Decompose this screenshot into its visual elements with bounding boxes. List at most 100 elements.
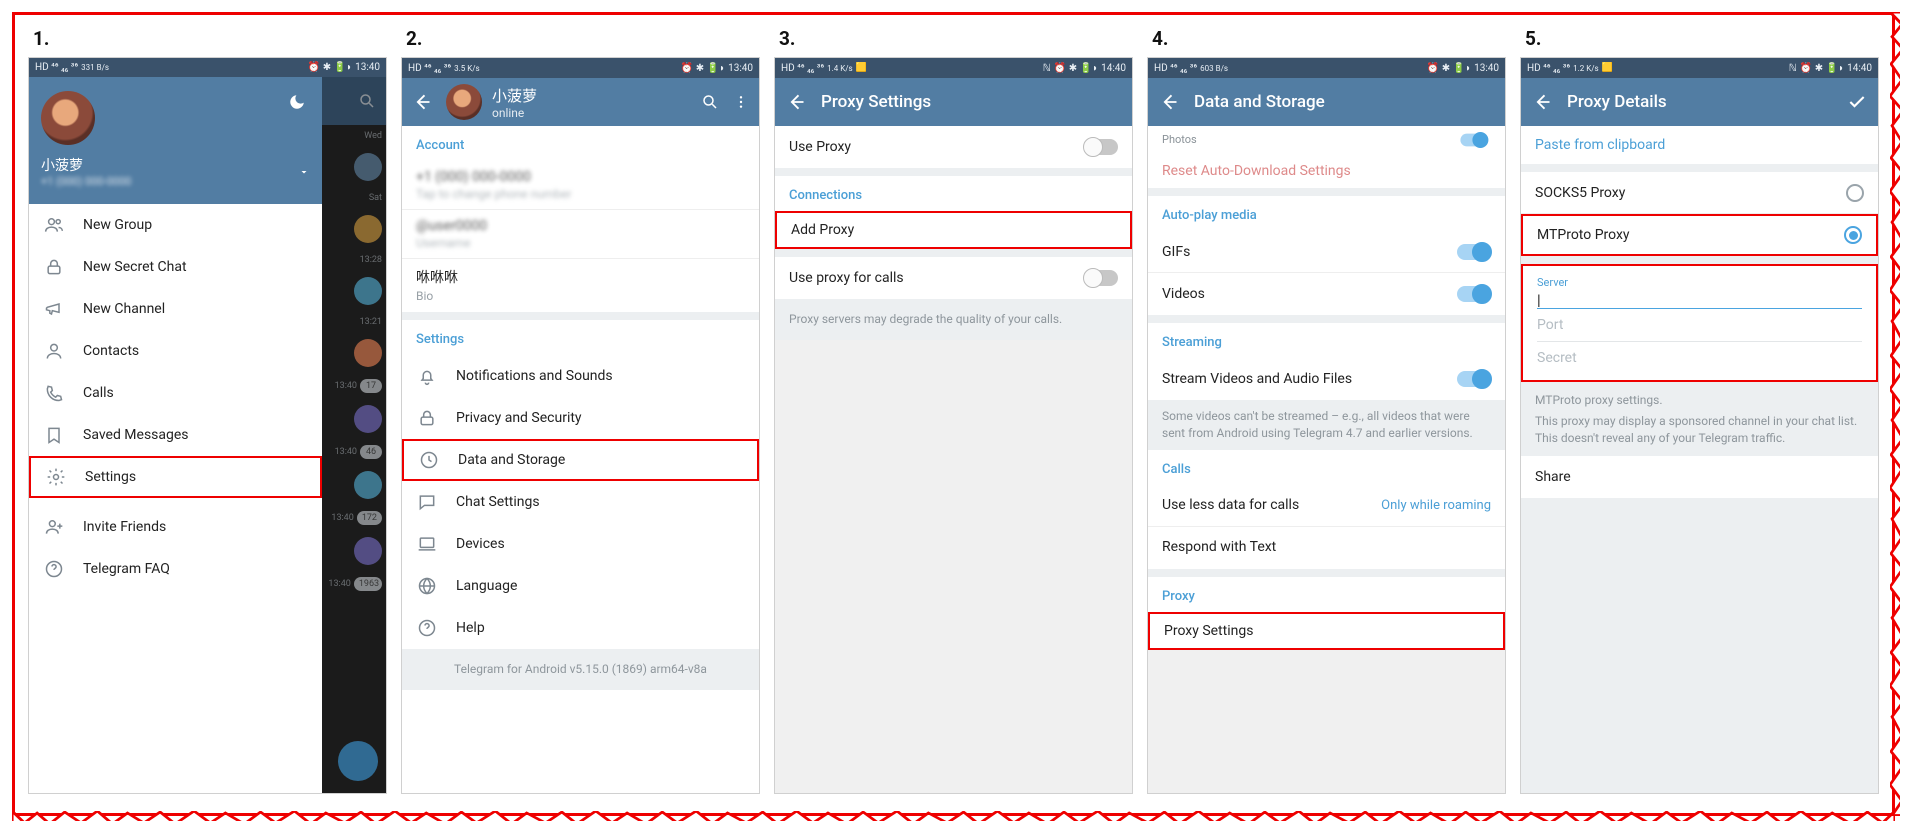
- videos-toggle[interactable]: Videos: [1148, 273, 1505, 315]
- profile-status: online: [492, 106, 537, 120]
- nav-drawer: 小菠萝 +1 (000) 000-0000 New Group New Secr…: [29, 77, 322, 792]
- status-bar: HD ⁴⁶ ₄₆ ³⁶331 B/s ⏰ ✱ 🔋◗13:40: [29, 58, 386, 77]
- toggle-label: GIFs: [1162, 244, 1439, 260]
- less-data-calls[interactable]: Use less data for calls Only while roami…: [1148, 485, 1505, 527]
- back-icon[interactable]: [785, 91, 807, 113]
- settings-privacy[interactable]: Privacy and Security: [402, 397, 759, 439]
- toggle-switch[interactable]: [1460, 133, 1487, 146]
- check-icon[interactable]: [1846, 91, 1868, 113]
- menu-contacts[interactable]: Contacts: [29, 330, 322, 372]
- menu-calls[interactable]: Calls: [29, 372, 322, 414]
- menu-new-group[interactable]: New Group: [29, 204, 322, 246]
- settings-appbar: 小菠萝 online: [402, 78, 759, 126]
- back-icon[interactable]: [1531, 91, 1553, 113]
- proxy-appbar: Proxy Settings: [775, 78, 1132, 126]
- server-input[interactable]: |: [1537, 291, 1862, 309]
- toggle-switch[interactable]: [1457, 371, 1491, 387]
- settings-chat[interactable]: Chat Settings: [402, 481, 759, 523]
- radio-button[interactable]: [1844, 226, 1862, 244]
- avatar[interactable]: [446, 84, 482, 120]
- menu-new-secret-chat[interactable]: New Secret Chat: [29, 246, 322, 288]
- section-streaming: Streaming: [1148, 323, 1505, 358]
- sb-time: 13:40: [1474, 63, 1499, 74]
- menu-label: New Secret Chat: [83, 259, 308, 275]
- gear-icon: [45, 466, 67, 488]
- sb-left-icons: HD ⁴⁶ ₄₆ ³⁶: [781, 63, 824, 74]
- share-label: Share: [1535, 469, 1864, 485]
- photos-label: Photos: [1162, 133, 1197, 146]
- phone-value: +1 (000) 000-0000: [416, 169, 531, 185]
- use-proxy-toggle[interactable]: Use Proxy: [775, 126, 1132, 168]
- port-input[interactable]: Port: [1537, 309, 1862, 342]
- toggle-switch[interactable]: [1084, 139, 1118, 155]
- menu-new-channel[interactable]: New Channel: [29, 288, 322, 330]
- drawer-layout: 小菠萝 +1 (000) 000-0000 New Group New Secr…: [29, 77, 386, 792]
- toggle-switch[interactable]: [1084, 270, 1118, 286]
- back-icon[interactable]: [1158, 91, 1180, 113]
- step-2-col: 2. HD ⁴⁶ ₄₆ ³⁶3.5 K/s ⏰ ✱ 🔋◗13:40 小菠萝 on…: [402, 25, 759, 793]
- settings-label: Notifications and Sounds: [456, 368, 745, 384]
- appbar-title: Data and Storage: [1194, 92, 1495, 112]
- appbar-title: Proxy Settings: [821, 92, 1122, 112]
- settings-devices[interactable]: Devices: [402, 523, 759, 565]
- toggle-label: Stream Videos and Audio Files: [1162, 371, 1439, 387]
- phone-3: HD ⁴⁶ ₄₆ ³⁶1.4 K/s🟨 ℕ⏰ ✱ 🔋◗14:40 Proxy S…: [775, 58, 1132, 793]
- gifs-toggle[interactable]: GIFs: [1148, 231, 1505, 273]
- bell-icon: [416, 365, 438, 387]
- proxy-settings-row[interactable]: Proxy Settings: [1148, 612, 1505, 650]
- proxy-form: Server | Port Secret: [1521, 264, 1878, 382]
- status-bar: HD ⁴⁶ ₄₆ ³⁶603 B/s ⏰ ✱ 🔋◗13:40: [1148, 58, 1505, 78]
- toggle-switch[interactable]: [1457, 286, 1491, 302]
- sb-net: 1.4 K/s: [827, 64, 853, 73]
- toggle-label: Use Proxy: [789, 139, 1066, 155]
- reset-auto-download[interactable]: Reset Auto-Download Settings: [1148, 154, 1505, 188]
- bio-value: 咻咻咻: [416, 267, 458, 287]
- step-number-1: 1.: [33, 27, 386, 50]
- respond-with-text[interactable]: Respond with Text: [1148, 527, 1505, 569]
- stream-toggle[interactable]: Stream Videos and Audio Files: [1148, 358, 1505, 400]
- profile-name: 小菠萝: [492, 85, 537, 106]
- menu-saved-messages[interactable]: Saved Messages: [29, 414, 322, 456]
- sb-right-icons: ⏰ ✱ 🔋◗: [1054, 63, 1098, 74]
- settings-data-storage[interactable]: Data and Storage: [402, 439, 759, 481]
- paste-clipboard[interactable]: Paste from clipboard: [1521, 126, 1878, 164]
- settings-label: Devices: [456, 536, 745, 552]
- back-icon[interactable]: [412, 91, 432, 113]
- row-label: Proxy Settings: [1164, 623, 1489, 639]
- menu-label: Settings: [85, 469, 306, 485]
- avatar[interactable]: [41, 91, 95, 145]
- settings-language[interactable]: Language: [402, 565, 759, 607]
- use-proxy-calls-toggle[interactable]: Use proxy for calls: [775, 257, 1132, 299]
- menu-label: New Channel: [83, 301, 308, 317]
- secret-input[interactable]: Secret: [1537, 342, 1862, 374]
- add-proxy[interactable]: Add Proxy: [775, 211, 1132, 249]
- socks5-option[interactable]: SOCKS5 Proxy: [1521, 172, 1878, 214]
- toggle-switch[interactable]: [1457, 244, 1491, 260]
- status-bar: HD ⁴⁶ ₄₆ ³⁶1.4 K/s🟨 ℕ⏰ ✱ 🔋◗14:40: [775, 58, 1132, 78]
- menu-settings[interactable]: Settings: [29, 456, 322, 498]
- account-bio[interactable]: 咻咻咻 Bio: [402, 259, 759, 312]
- step-number-4: 4.: [1152, 27, 1505, 50]
- laptop-icon: [416, 533, 438, 555]
- account-username[interactable]: @user0000 Username: [402, 210, 759, 259]
- help-icon: [43, 558, 65, 580]
- settings-label: Data and Storage: [458, 452, 743, 468]
- settings-help[interactable]: Help: [402, 607, 759, 649]
- photos-row[interactable]: Photos: [1148, 126, 1505, 154]
- mtproto-option[interactable]: MTProto Proxy: [1521, 214, 1878, 256]
- more-icon[interactable]: [733, 91, 749, 113]
- chat-list-behind: Wed Sat 13:28 13:21 13:4017 13:4046 13:4…: [322, 77, 386, 792]
- settings-notifications[interactable]: Notifications and Sounds: [402, 355, 759, 397]
- search-icon[interactable]: [701, 91, 719, 113]
- menu-invite-friends[interactable]: Invite Friends: [29, 506, 322, 548]
- phone-sub: Tap to change phone number: [416, 187, 572, 201]
- menu-faq[interactable]: Telegram FAQ: [29, 548, 322, 590]
- help-icon: [416, 617, 438, 639]
- night-mode-icon[interactable]: [286, 91, 308, 113]
- share-row[interactable]: Share: [1521, 456, 1878, 498]
- radio-button[interactable]: [1846, 184, 1864, 202]
- account-phone[interactable]: +1 (000) 000-0000 Tap to change phone nu…: [402, 161, 759, 210]
- expand-icon[interactable]: [298, 166, 310, 178]
- settings-label: Privacy and Security: [456, 410, 745, 426]
- info-title: MTProto proxy settings.: [1535, 392, 1864, 409]
